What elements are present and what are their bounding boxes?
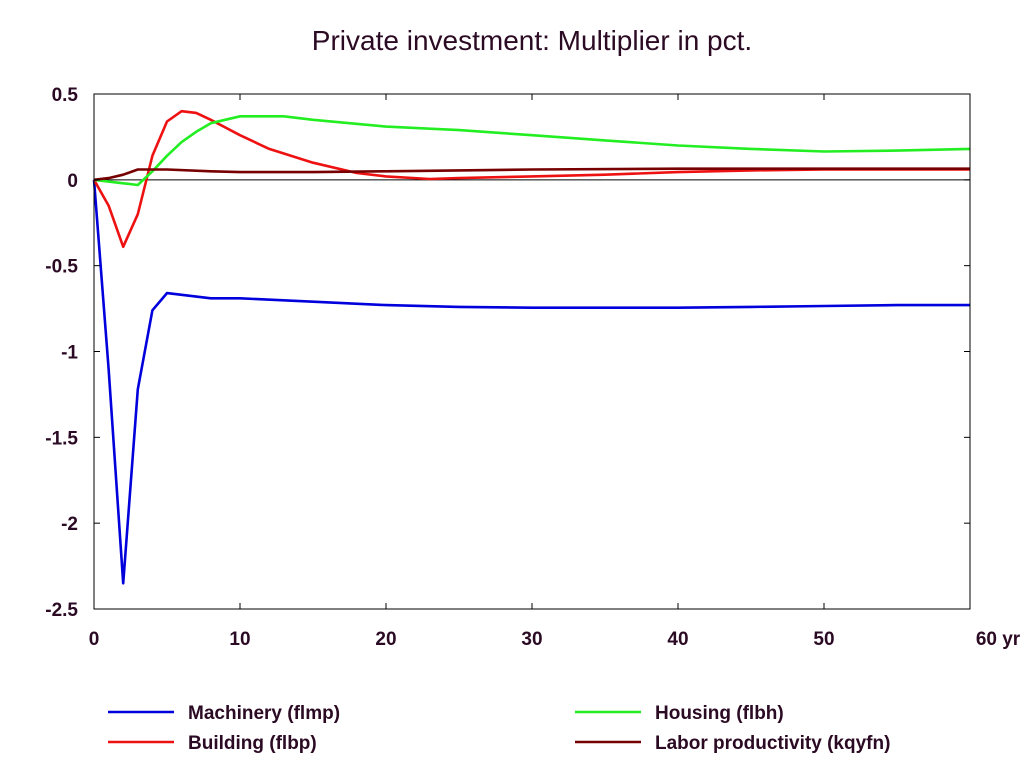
y-tick-label: -1 [61,343,78,364]
x-tick-label: 20 [375,629,396,650]
ticks-layer [93,93,971,610]
series-line-1 [92,109,970,249]
series-layer [92,109,971,585]
series-line-2 [93,115,971,187]
y-tick-label: -2.5 [45,600,78,621]
series-line-3 [93,167,970,182]
y-tick-label: -2 [61,514,78,535]
y-axis-tick-labels: 0.5 0 -0.5 -1 -1.5 -2 -2.5 [45,85,78,621]
plot-area [92,93,971,610]
x-tick-label: 30 [521,629,542,650]
x-tick-label: 0 [89,629,100,650]
series-line-0 [92,179,970,585]
x-axis-tick-labels: 0 10 20 30 40 50 60 yr [89,629,1021,650]
x-tick-label: 50 [813,629,834,650]
y-tick-label: 0 [67,171,78,192]
legend-label: Labor productivity (kqyfn) [655,733,890,754]
y-tick-label: -0.5 [45,257,78,278]
legend-label: Building (flbp) [188,733,317,754]
legend-label: Housing (flbh) [655,703,784,724]
chart-title: Private investment: Multiplier in pct. [312,25,752,56]
legend: Machinery (flmp) Housing (flbh) Building (… [108,703,890,754]
y-tick-label: -1.5 [45,428,78,449]
x-tick-label: 40 [667,629,688,650]
legend-label: Machinery (flmp) [188,703,340,724]
x-tick-label: 60 yr [976,629,1021,650]
x-tick-label: 10 [229,629,250,650]
y-tick-label: 0.5 [52,85,79,106]
